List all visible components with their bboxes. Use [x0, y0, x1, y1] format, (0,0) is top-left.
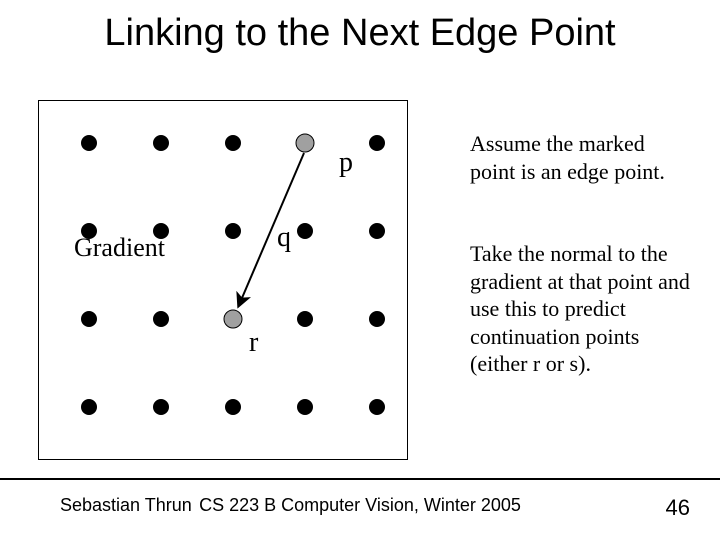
grid-dot-black	[297, 311, 313, 327]
grid-dot-black	[297, 399, 313, 415]
grid-dot-black	[369, 399, 385, 415]
grid-dot-black	[225, 135, 241, 151]
grid-dot-black	[225, 223, 241, 239]
grid-dot-black	[153, 399, 169, 415]
grid-dot-black	[369, 223, 385, 239]
grid-dot-black	[369, 135, 385, 151]
grid-dot-black	[153, 135, 169, 151]
gradient-arrow	[239, 153, 304, 305]
paragraph-2: Take the normal to the gradient at that …	[470, 240, 700, 378]
label-p: p	[339, 147, 353, 178]
slide-title: Linking to the Next Edge Point	[0, 12, 720, 55]
footer-divider	[0, 478, 720, 480]
grid-diagram: p q r Gradient	[39, 101, 409, 461]
diagram-container: p q r Gradient	[38, 100, 408, 460]
label-gradient: Gradient	[74, 233, 166, 262]
grid-dot-black	[153, 311, 169, 327]
grid-dot-black	[81, 311, 97, 327]
footer-page-number: 46	[666, 495, 690, 521]
footer-course: CS 223 B Computer Vision, Winter 2005	[0, 495, 720, 516]
grid-dot-black	[369, 311, 385, 327]
grid-dot-black	[297, 223, 313, 239]
grid-dot-gray	[296, 134, 314, 152]
grid-dot-black	[225, 399, 241, 415]
grid-dot-black	[81, 399, 97, 415]
grid-dot-gray	[224, 310, 242, 328]
label-r: r	[249, 327, 259, 358]
paragraph-1: Assume the marked point is an edge point…	[470, 130, 690, 185]
grid-dot-black	[81, 135, 97, 151]
label-q: q	[277, 222, 291, 253]
